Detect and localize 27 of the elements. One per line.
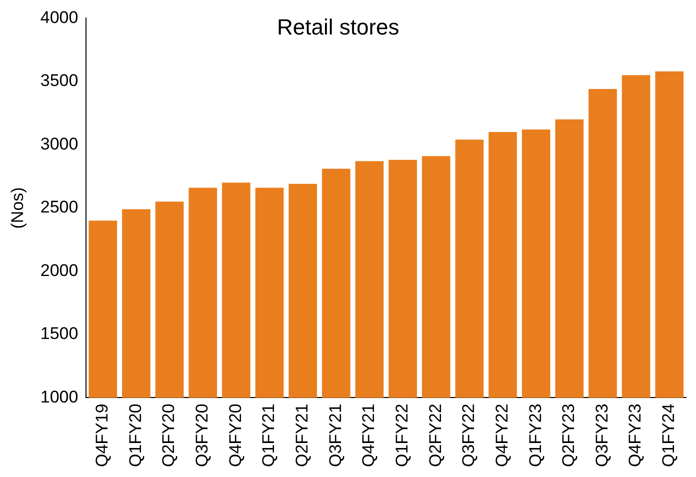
x-tick-label: Q2FY22	[426, 404, 445, 467]
chart-title: Retail stores	[277, 14, 400, 40]
x-tick-label: Q1FY23	[526, 404, 545, 467]
y-tick-label: 1500	[40, 324, 78, 344]
x-tick-label: Q1FY24	[659, 404, 678, 467]
x-tick-label: Q4FY21	[359, 404, 378, 467]
x-tick-label: Q3FY21	[326, 404, 345, 467]
x-tick-label: Q3FY23	[592, 404, 612, 467]
y-tick-label: 2000	[40, 260, 78, 280]
x-tick-label: Q2FY23	[559, 404, 578, 467]
x-tick-label: Q4FY22	[492, 404, 512, 467]
y-tick-label: 3000	[40, 134, 78, 154]
x-tick-label: Q1FY21	[259, 404, 278, 467]
x-tick-label: Q4FY20	[226, 404, 245, 467]
x-tick-label: Q4FY19	[92, 404, 112, 467]
x-tick-label: Q4FY23	[626, 404, 645, 467]
y-tick-label: 2500	[40, 198, 78, 217]
x-tick-label: Q2FY21	[292, 404, 312, 467]
x-tick-label: Q2FY20	[159, 404, 178, 467]
y-tick-label: 1000	[40, 387, 78, 406]
y-tick-label: 4000	[40, 8, 78, 27]
x-tick-label: Q1FY20	[126, 404, 145, 467]
y-axis-title: (Nos)	[8, 187, 27, 229]
x-tick-label: Q3FY22	[459, 404, 478, 467]
y-tick-label: 3500	[40, 71, 78, 90]
x-tick-label: Q3FY20	[192, 404, 212, 467]
x-tick-label: Q1FY22	[392, 404, 412, 467]
